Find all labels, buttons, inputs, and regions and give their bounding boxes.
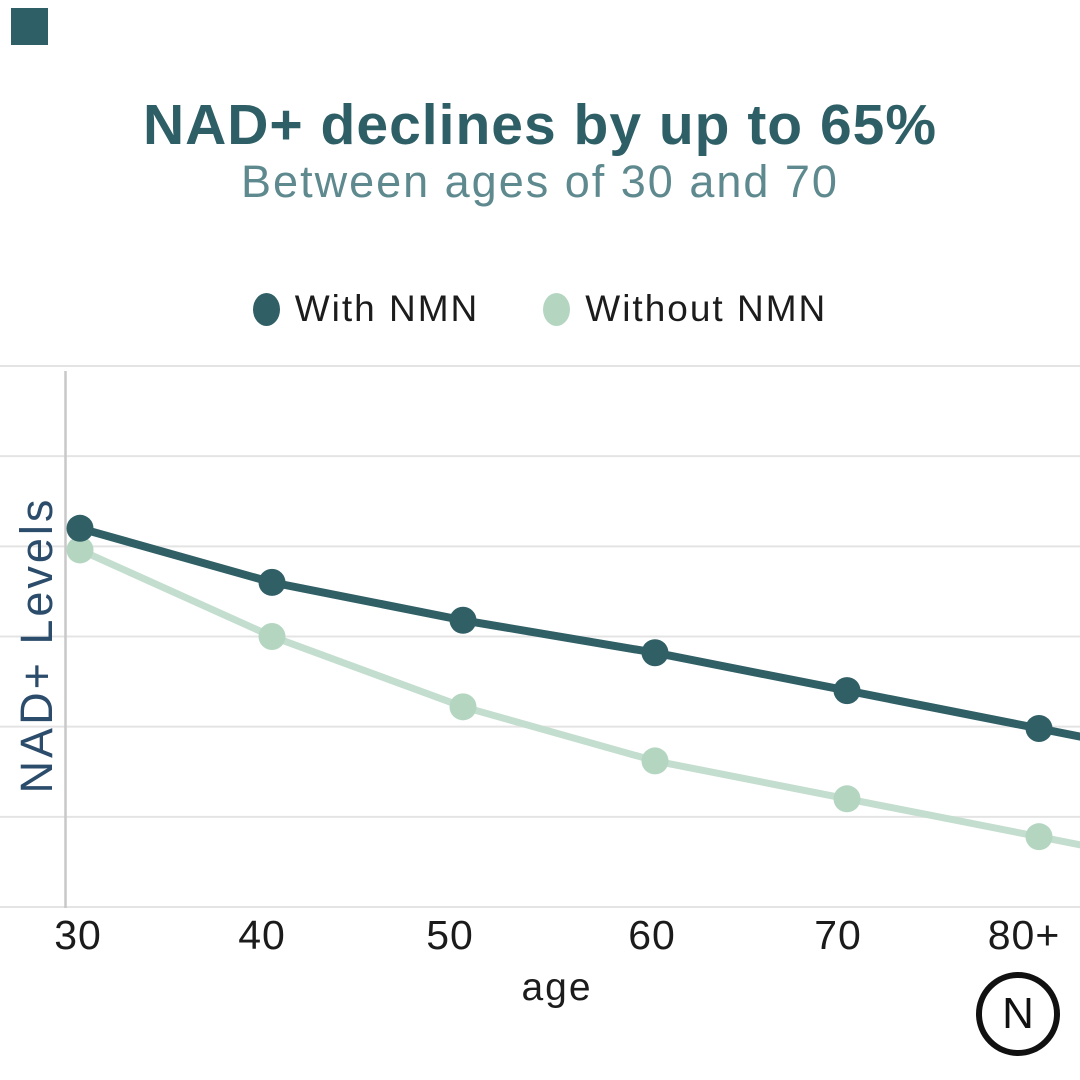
series-without-nmn bbox=[66, 536, 1080, 851]
chart-subtitle: Between ages of 30 and 70 bbox=[241, 156, 839, 207]
data-point bbox=[833, 785, 861, 813]
legend-dot-with-nmn bbox=[252, 292, 280, 326]
data-point bbox=[1025, 823, 1053, 851]
legend-dot-without-nmn bbox=[543, 292, 571, 326]
legend-label-with-nmn: With NMN bbox=[294, 288, 480, 329]
data-point bbox=[258, 568, 286, 596]
legend-label-without-nmn: Without NMN bbox=[585, 288, 828, 329]
data-point bbox=[641, 639, 669, 667]
brand-logo-circle: N bbox=[976, 972, 1060, 1056]
legend-item-with-nmn: With NMN bbox=[252, 288, 480, 330]
y-axis-label: NAD+ Levels bbox=[11, 496, 62, 794]
x-tick-label: 30 bbox=[54, 912, 102, 958]
data-point bbox=[641, 747, 669, 775]
data-point bbox=[258, 623, 286, 650]
corner-brand-square bbox=[11, 8, 48, 45]
x-tick-label: 40 bbox=[238, 912, 286, 958]
x-tick-label: 50 bbox=[426, 912, 474, 958]
data-point bbox=[833, 677, 861, 705]
chart-title: NAD+ declines by up to 65% bbox=[142, 93, 938, 157]
x-tick-label: 80+ bbox=[987, 912, 1061, 958]
legend-item-without-nmn: Without NMN bbox=[543, 288, 827, 330]
x-tick-label: 70 bbox=[814, 912, 862, 958]
chart-legend: With NMN Without NMN bbox=[0, 288, 1080, 330]
data-point bbox=[1025, 714, 1053, 742]
series-with-nmn bbox=[66, 514, 1080, 742]
x-axis-label: age bbox=[521, 966, 593, 1009]
data-point bbox=[66, 514, 94, 542]
data-point bbox=[449, 693, 477, 721]
data-point bbox=[66, 536, 94, 564]
x-tick-label: 60 bbox=[628, 912, 676, 958]
brand-logo-letter: N bbox=[1002, 989, 1034, 1038]
data-point bbox=[449, 606, 477, 634]
